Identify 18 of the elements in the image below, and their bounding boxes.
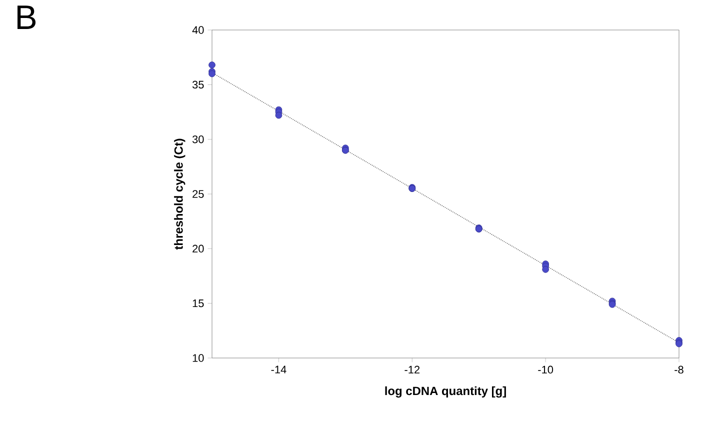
point: [542, 266, 549, 273]
x-tick-label: -10: [538, 366, 554, 374]
x-tick-label: -14: [271, 366, 286, 374]
y-tick-label: 40: [192, 26, 204, 34]
y-tick-label: 20: [192, 244, 204, 253]
x-tick-label: -8: [674, 366, 684, 374]
y-axis-title: threshold cycle (Ct): [174, 138, 186, 250]
point: [208, 62, 216, 68]
point: [275, 112, 282, 119]
y-tick-label: 10: [192, 354, 204, 362]
point: [208, 70, 216, 78]
y-tick-label: 25: [192, 190, 204, 198]
text: B: [17, 6, 36, 29]
y-tick-label: 35: [192, 80, 204, 89]
y-tick-label: 15: [192, 300, 204, 308]
x-axis-title: log cDNA quantity [g]: [385, 386, 506, 398]
x-tick-label: -12: [404, 366, 420, 374]
y-tick-label: 30: [192, 135, 204, 144]
